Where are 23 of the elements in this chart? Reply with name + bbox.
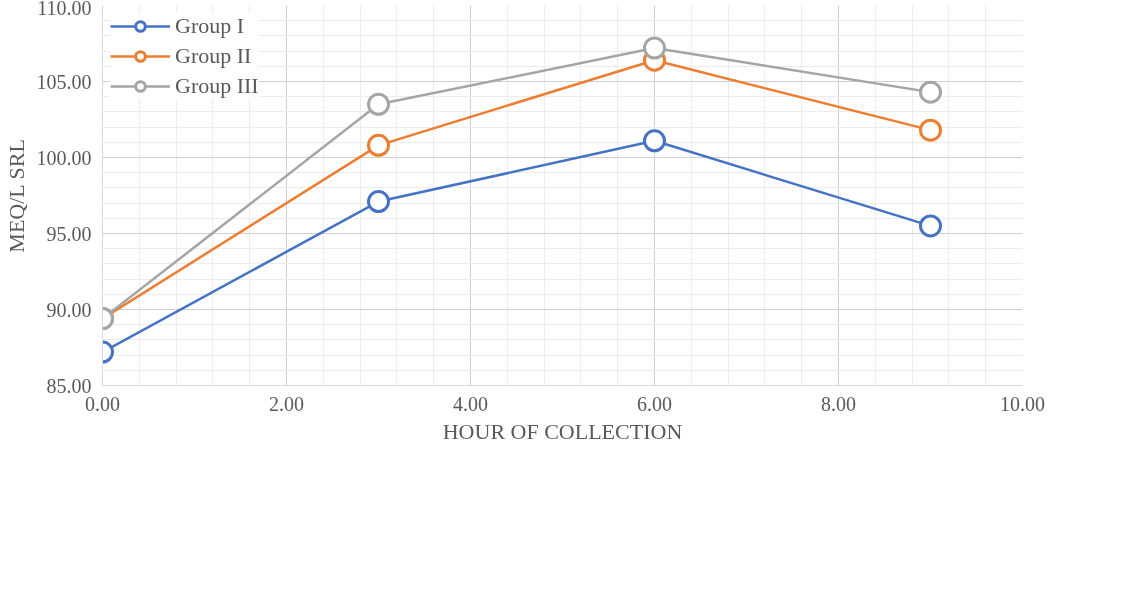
point [919, 214, 942, 238]
y-tick-label: 95.00 [46, 222, 92, 245]
legend-label: Group II [175, 43, 252, 69]
legend-label: Group III [175, 73, 259, 99]
y-axis-title: MEQ/L SRL [3, 139, 29, 253]
y-tick-label: 90.00 [46, 298, 92, 321]
y-tick-label: 110.00 [37, 0, 92, 19]
y-tick-label: 100.00 [36, 146, 92, 169]
point [367, 92, 390, 116]
point [367, 190, 390, 214]
x-tick-label: 4.00 [453, 392, 488, 415]
x-tick-label: 2.00 [269, 392, 304, 415]
y-tick-label: 105.00 [36, 70, 92, 93]
point [367, 133, 390, 157]
x-axis-title: HOUR OF COLLECTION [442, 418, 683, 444]
x-tick-label: 6.00 [637, 392, 672, 415]
legend-label: Group I [175, 13, 245, 39]
point [919, 80, 942, 104]
x-tick-label: 8.00 [821, 392, 856, 415]
point [919, 118, 942, 142]
point [643, 129, 666, 153]
point [643, 36, 666, 60]
x-tick-label: 10.00 [1000, 392, 1045, 415]
